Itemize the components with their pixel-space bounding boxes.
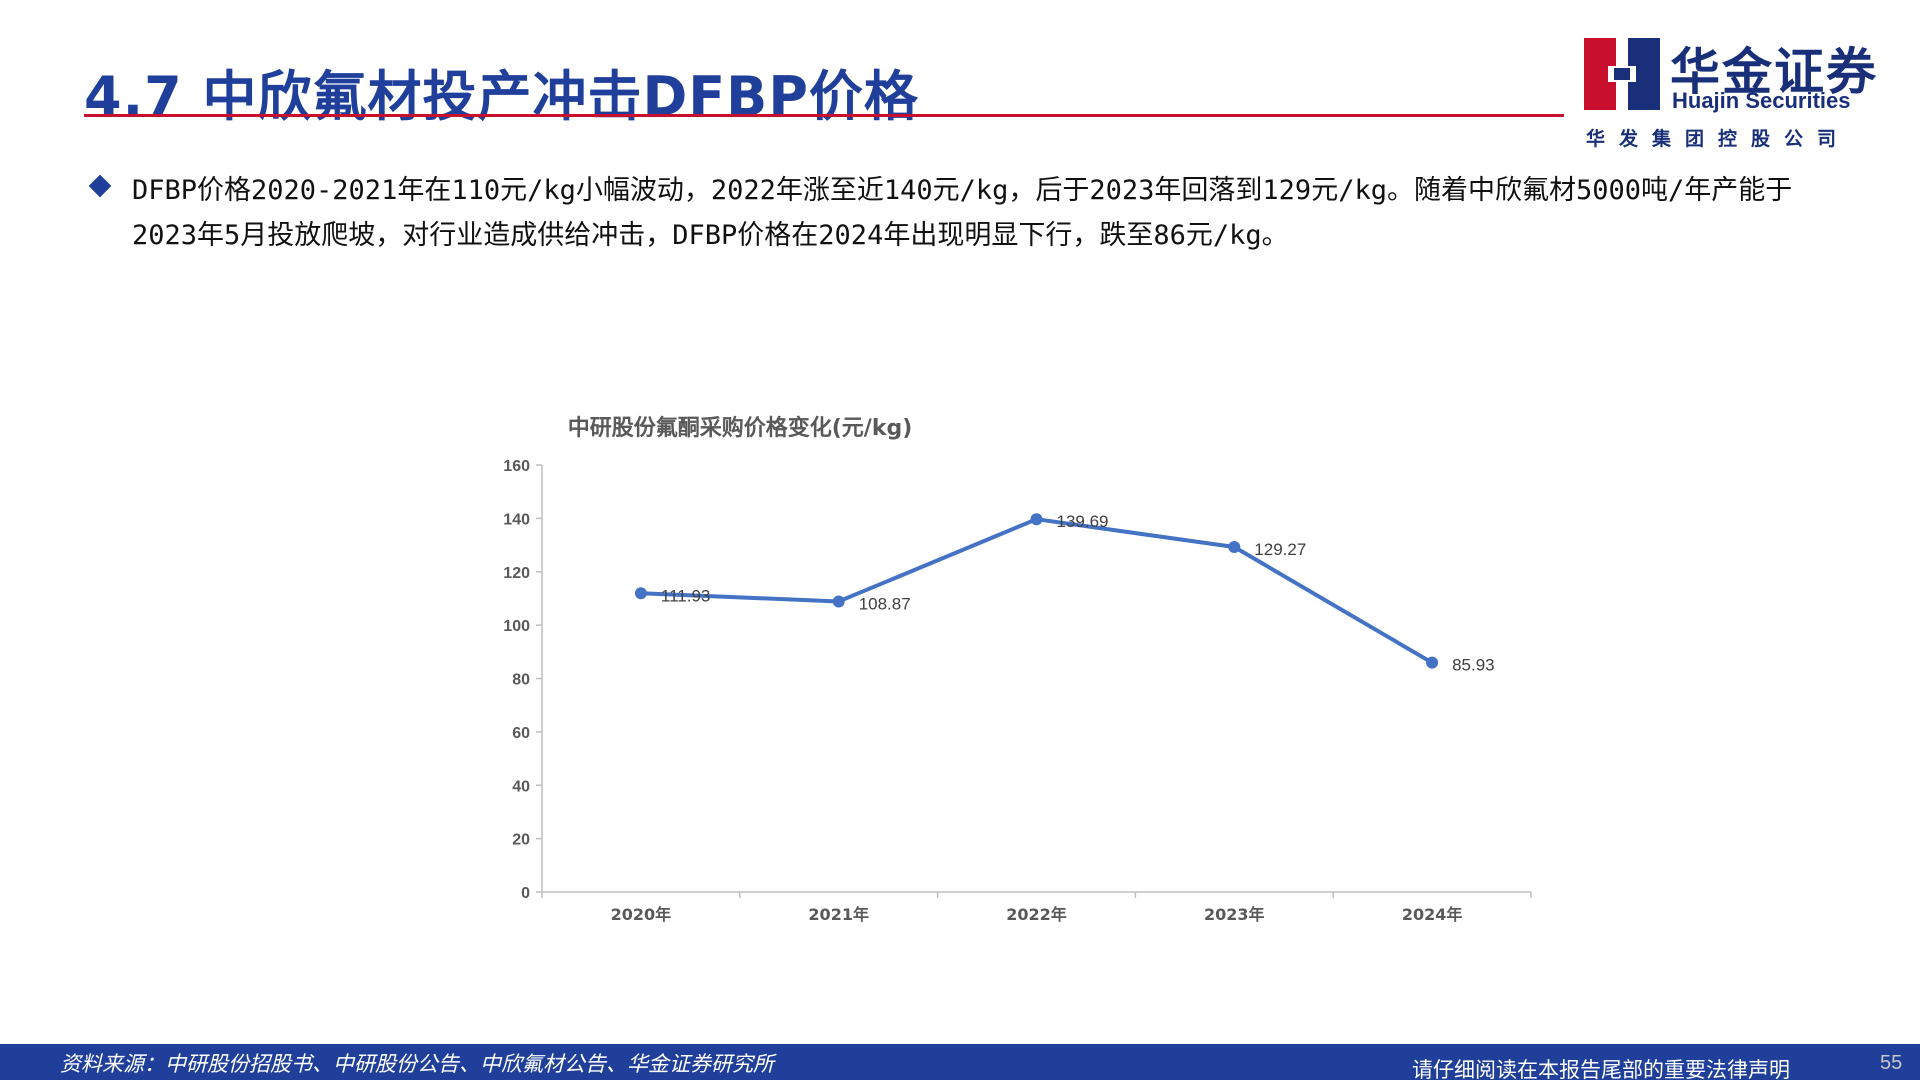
data-label: 139.69 xyxy=(1057,512,1109,531)
page-number: 55 xyxy=(1880,1052,1903,1074)
line-chart: 0 20 40 60 80 100 120 140 160 2020年 2021年 2022年 2023… xyxy=(503,458,1532,924)
data-label: 111.93 xyxy=(661,586,710,605)
data-point xyxy=(1426,656,1439,669)
data-label: 129.27 xyxy=(1254,540,1306,559)
chart-title: 中研股份氟酮采购价格变化(元/kg) xyxy=(567,416,913,441)
y-tick-label: 100 xyxy=(503,618,530,635)
data-point xyxy=(1030,513,1043,526)
data-point xyxy=(634,587,647,600)
y-tick-label: 60 xyxy=(512,725,530,742)
y-tick-label: 20 xyxy=(512,832,530,849)
huajin-logo-icon xyxy=(1584,38,1660,110)
data-point xyxy=(832,595,845,608)
y-tick-label: 40 xyxy=(512,778,530,795)
company-logo: 华金证券 Huajin Securities 华发集团控股公司 xyxy=(1584,36,1894,150)
y-tick-label: 120 xyxy=(503,565,530,582)
data-label: 108.87 xyxy=(859,594,911,613)
x-tick-label: 2022年 xyxy=(1006,905,1067,924)
x-tick-label: 2023年 xyxy=(1204,905,1265,924)
y-tick-label: 0 xyxy=(521,885,530,902)
series-line xyxy=(640,517,1434,665)
y-tick-label: 160 xyxy=(503,458,530,475)
page-title: 4.7 中欣氟材投产冲击DFBP价格 xyxy=(84,65,919,128)
footer-bar: 资料来源：中研股份招股书、中研股份公告、中欣氟材公告、华金证券研究所 请仔细阅读… xyxy=(0,1044,1920,1082)
bullet-text: DFBP价格2020-2021年在110元/kg小幅波动，2022年涨至近140… xyxy=(132,175,1793,251)
title-divider xyxy=(84,114,1564,117)
y-tick-label: 140 xyxy=(503,511,530,528)
logo-subtitle: 华发集团控股公司 xyxy=(1586,128,1851,150)
source-note: 资料来源：中研股份招股书、中研股份公告、中欣氟材公告、华金证券研究所 xyxy=(60,1052,774,1076)
logo-name-en: Huajin Securities xyxy=(1672,88,1851,113)
data-point xyxy=(1228,541,1241,554)
data-label: 85.93 xyxy=(1452,656,1495,675)
x-tick-label: 2021年 xyxy=(808,905,869,924)
x-tick-label: 2020年 xyxy=(611,905,672,924)
logo-name-cn: 华金证券 xyxy=(1670,43,1878,101)
x-tick-label: 2024年 xyxy=(1402,905,1463,924)
legal-notice: 请仔细阅读在本报告尾部的重要法律声明 xyxy=(1412,1058,1790,1082)
y-tick-label: 80 xyxy=(512,672,530,689)
